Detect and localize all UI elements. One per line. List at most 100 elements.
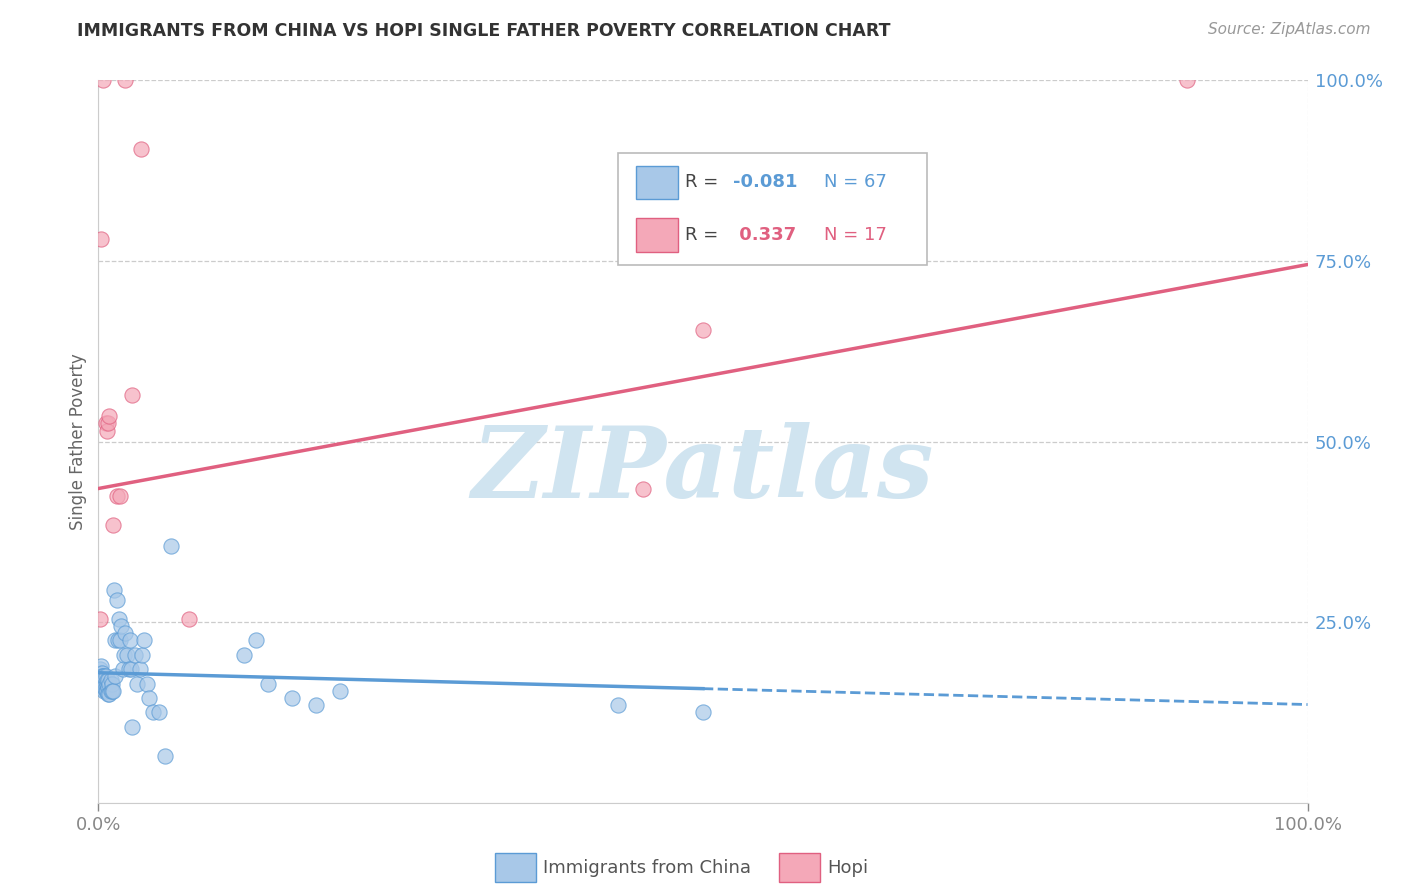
- FancyBboxPatch shape: [637, 166, 678, 199]
- Point: [108, 489, 131, 503]
- Point: [104, 633, 127, 648]
- Point: [153, 748, 176, 763]
- Point: [91, 669, 114, 683]
- Point: [121, 720, 143, 734]
- Point: [94, 417, 117, 431]
- Point: [104, 669, 127, 683]
- FancyBboxPatch shape: [495, 854, 536, 882]
- Point: [281, 691, 304, 706]
- Point: [127, 676, 149, 690]
- Point: [91, 665, 114, 680]
- Point: [100, 683, 122, 698]
- Point: [179, 611, 201, 625]
- Point: [138, 691, 160, 706]
- Text: Hopi: Hopi: [828, 859, 869, 877]
- Point: [110, 619, 132, 633]
- Point: [120, 662, 142, 676]
- Point: [91, 680, 114, 694]
- Text: R =: R =: [685, 226, 724, 244]
- Point: [91, 669, 114, 683]
- Point: [135, 676, 157, 690]
- Point: [631, 482, 654, 496]
- Point: [98, 687, 121, 701]
- Point: [93, 673, 115, 687]
- Point: [97, 680, 120, 694]
- Point: [91, 676, 114, 690]
- Y-axis label: Single Father Poverty: Single Father Poverty: [69, 353, 87, 530]
- FancyBboxPatch shape: [619, 153, 927, 265]
- Point: [90, 232, 112, 246]
- Point: [90, 673, 112, 687]
- Point: [114, 73, 136, 87]
- Point: [93, 680, 115, 694]
- Point: [97, 673, 120, 687]
- Point: [128, 662, 150, 676]
- Point: [90, 658, 112, 673]
- Point: [98, 409, 121, 424]
- Point: [91, 73, 114, 87]
- Point: [692, 706, 714, 720]
- Point: [97, 417, 120, 431]
- Point: [692, 322, 714, 336]
- Point: [108, 611, 131, 625]
- Point: [96, 683, 118, 698]
- Point: [96, 424, 118, 438]
- Point: [232, 648, 254, 662]
- Point: [100, 673, 122, 687]
- Point: [89, 611, 111, 625]
- Point: [114, 626, 136, 640]
- Point: [160, 539, 183, 553]
- Point: [118, 633, 141, 648]
- Point: [100, 683, 122, 698]
- Text: 0.337: 0.337: [734, 226, 796, 244]
- Point: [142, 706, 165, 720]
- Text: N = 67: N = 67: [824, 173, 887, 191]
- Point: [101, 683, 124, 698]
- Text: ZIPatlas: ZIPatlas: [472, 422, 934, 518]
- Point: [97, 687, 120, 701]
- Point: [117, 648, 139, 662]
- Point: [91, 673, 114, 687]
- Point: [245, 633, 267, 648]
- Text: -0.081: -0.081: [734, 173, 797, 191]
- Point: [89, 669, 111, 683]
- Point: [118, 662, 141, 676]
- Point: [329, 683, 352, 698]
- Point: [111, 662, 134, 676]
- Point: [148, 706, 170, 720]
- Point: [94, 669, 117, 683]
- Point: [305, 698, 328, 713]
- Point: [105, 593, 128, 607]
- Point: [94, 680, 117, 694]
- Point: [256, 676, 278, 690]
- Point: [607, 698, 630, 713]
- Point: [129, 142, 152, 156]
- Point: [108, 633, 131, 648]
- Text: Source: ZipAtlas.com: Source: ZipAtlas.com: [1208, 22, 1371, 37]
- Text: N = 17: N = 17: [824, 226, 887, 244]
- Point: [134, 633, 156, 648]
- Point: [93, 683, 115, 698]
- Point: [101, 517, 124, 532]
- Point: [98, 676, 121, 690]
- Point: [1175, 73, 1198, 87]
- Point: [124, 648, 146, 662]
- Point: [93, 669, 115, 683]
- Point: [121, 387, 143, 401]
- Text: Immigrants from China: Immigrants from China: [543, 859, 751, 877]
- Point: [96, 673, 118, 687]
- Text: IMMIGRANTS FROM CHINA VS HOPI SINGLE FATHER POVERTY CORRELATION CHART: IMMIGRANTS FROM CHINA VS HOPI SINGLE FAT…: [77, 22, 891, 40]
- Point: [107, 633, 129, 648]
- Point: [89, 662, 111, 676]
- Point: [105, 489, 128, 503]
- Point: [91, 669, 114, 683]
- Point: [131, 648, 153, 662]
- Point: [90, 665, 112, 680]
- FancyBboxPatch shape: [637, 219, 678, 252]
- Point: [94, 683, 117, 698]
- Text: R =: R =: [685, 173, 724, 191]
- Point: [112, 648, 135, 662]
- Point: [96, 676, 118, 690]
- Point: [103, 582, 125, 597]
- Point: [100, 676, 122, 690]
